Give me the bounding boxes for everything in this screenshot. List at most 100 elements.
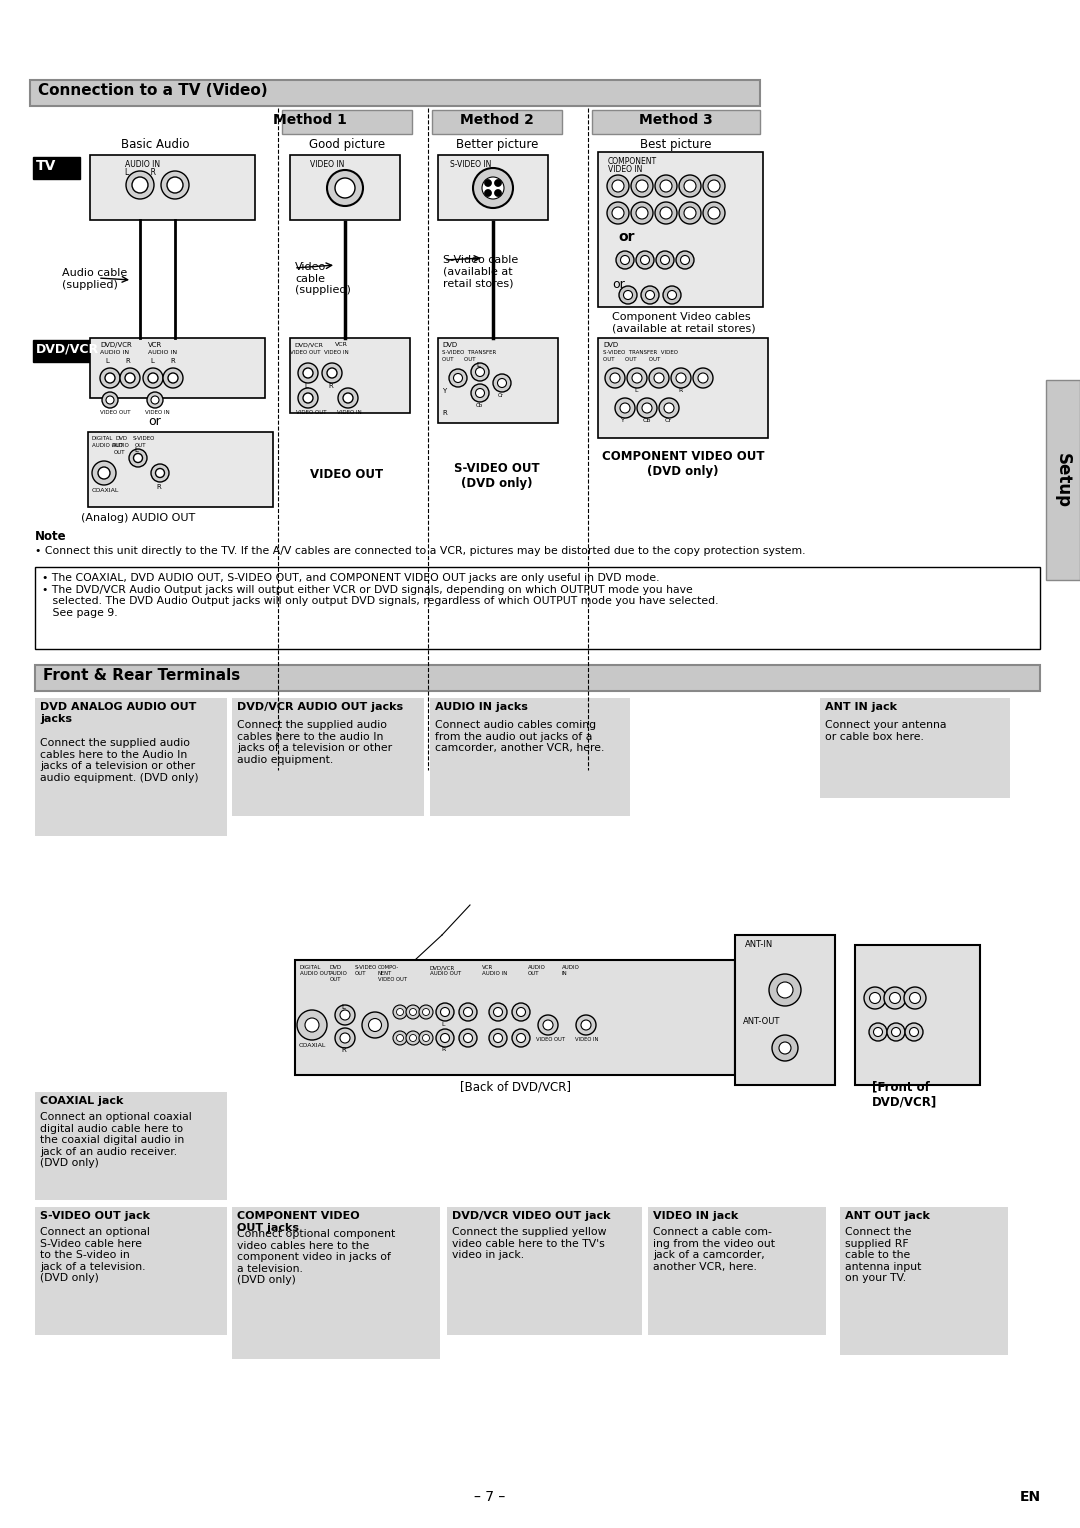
Circle shape xyxy=(322,364,342,384)
Text: VIDEO IN: VIDEO IN xyxy=(145,410,170,416)
Circle shape xyxy=(335,1005,355,1025)
Circle shape xyxy=(904,987,926,1008)
Circle shape xyxy=(659,397,679,419)
Bar xyxy=(35,1207,227,1335)
Text: DVD/VCR
AUDIO OUT: DVD/VCR AUDIO OUT xyxy=(430,966,461,976)
Circle shape xyxy=(885,987,906,1008)
Circle shape xyxy=(482,177,504,199)
Circle shape xyxy=(623,290,633,299)
Circle shape xyxy=(909,993,920,1004)
Circle shape xyxy=(436,1002,454,1021)
Text: VCR: VCR xyxy=(335,342,348,347)
Text: VIDEO OUT: VIDEO OUT xyxy=(536,1038,565,1042)
Circle shape xyxy=(419,1005,433,1019)
Circle shape xyxy=(368,1019,381,1031)
Circle shape xyxy=(362,1012,388,1038)
Circle shape xyxy=(887,1024,905,1041)
Text: L         R: L R xyxy=(125,168,156,177)
Text: R: R xyxy=(156,484,161,490)
Circle shape xyxy=(649,368,669,388)
Bar xyxy=(90,338,265,397)
Text: Y: Y xyxy=(621,419,625,423)
Circle shape xyxy=(396,1034,404,1042)
Circle shape xyxy=(298,364,318,384)
Circle shape xyxy=(632,373,642,384)
Text: AUDIO
OUT: AUDIO OUT xyxy=(528,966,545,976)
Circle shape xyxy=(581,1021,591,1030)
Text: L: L xyxy=(341,1004,345,1010)
Bar xyxy=(820,698,1010,798)
Circle shape xyxy=(327,170,363,206)
Bar xyxy=(432,110,562,134)
Text: L: L xyxy=(476,362,480,368)
Circle shape xyxy=(100,368,120,388)
Circle shape xyxy=(148,373,158,384)
Text: Video
cable
(supplied): Video cable (supplied) xyxy=(295,261,351,295)
Text: Basic Audio: Basic Audio xyxy=(121,138,189,151)
Text: [Front of
DVD/VCR]: [Front of DVD/VCR] xyxy=(872,1080,937,1108)
Bar xyxy=(35,698,227,836)
Text: Method 3: Method 3 xyxy=(639,113,713,127)
Circle shape xyxy=(125,373,135,384)
Circle shape xyxy=(631,202,653,225)
Text: AUDIO IN jacks: AUDIO IN jacks xyxy=(435,701,528,712)
Text: VIDEO IN: VIDEO IN xyxy=(337,410,362,416)
Text: OUT: OUT xyxy=(135,443,147,448)
Circle shape xyxy=(640,255,649,264)
Text: DVD/VCR: DVD/VCR xyxy=(36,342,99,354)
Circle shape xyxy=(492,374,511,393)
Text: COMPONENT: COMPONENT xyxy=(608,157,657,167)
Circle shape xyxy=(449,368,467,387)
Text: Method 2: Method 2 xyxy=(460,113,534,127)
Circle shape xyxy=(303,393,313,403)
Text: R: R xyxy=(341,1047,346,1053)
Circle shape xyxy=(327,368,337,377)
Text: S-VIDEO  TRANSFER  VIDEO: S-VIDEO TRANSFER VIDEO xyxy=(603,350,678,354)
Text: R: R xyxy=(442,410,447,416)
Circle shape xyxy=(335,1028,355,1048)
Circle shape xyxy=(654,373,664,384)
Circle shape xyxy=(777,983,793,998)
Text: Cr: Cr xyxy=(665,419,672,423)
Circle shape xyxy=(436,1028,454,1047)
Text: S-VIDEO OUT jack: S-VIDEO OUT jack xyxy=(40,1212,150,1221)
Text: S-VIDEO IN: S-VIDEO IN xyxy=(450,160,491,170)
Text: EN: EN xyxy=(1020,1490,1041,1504)
Text: R: R xyxy=(678,388,683,393)
Text: S-VIDEO  TRANSFER: S-VIDEO TRANSFER xyxy=(442,350,496,354)
Text: L: L xyxy=(150,358,153,364)
Text: VIDEO IN: VIDEO IN xyxy=(575,1038,598,1042)
Circle shape xyxy=(538,1015,558,1034)
Text: Best picture: Best picture xyxy=(640,138,712,151)
Circle shape xyxy=(134,454,143,463)
Circle shape xyxy=(303,368,313,377)
Circle shape xyxy=(864,987,886,1008)
Bar xyxy=(295,960,735,1076)
Bar xyxy=(33,341,95,362)
Text: Connect the supplied audio
cables here to the Audio In
jacks of a television or : Connect the supplied audio cables here t… xyxy=(40,738,199,782)
Text: VIDEO IN jack: VIDEO IN jack xyxy=(653,1212,739,1221)
Bar xyxy=(855,944,980,1085)
Bar xyxy=(438,154,548,220)
Bar xyxy=(840,1207,1008,1355)
Text: Y: Y xyxy=(442,388,446,394)
Circle shape xyxy=(168,373,178,384)
Text: Cr: Cr xyxy=(498,393,504,397)
Bar xyxy=(598,338,768,439)
Circle shape xyxy=(343,393,353,403)
Text: DVD: DVD xyxy=(603,342,618,348)
Circle shape xyxy=(664,403,674,413)
Circle shape xyxy=(495,189,501,197)
Circle shape xyxy=(679,202,701,225)
Circle shape xyxy=(485,179,491,186)
Text: DVD/VCR VIDEO OUT jack: DVD/VCR VIDEO OUT jack xyxy=(453,1212,610,1221)
Text: Connection to a TV (Video): Connection to a TV (Video) xyxy=(38,83,268,98)
Bar xyxy=(447,1207,642,1335)
Circle shape xyxy=(167,177,183,193)
Text: S-VIDEO OUT
(DVD only): S-VIDEO OUT (DVD only) xyxy=(455,461,540,490)
Circle shape xyxy=(769,973,801,1005)
Text: Cb: Cb xyxy=(476,403,483,408)
Circle shape xyxy=(512,1028,530,1047)
Circle shape xyxy=(105,373,114,384)
Circle shape xyxy=(679,176,701,197)
